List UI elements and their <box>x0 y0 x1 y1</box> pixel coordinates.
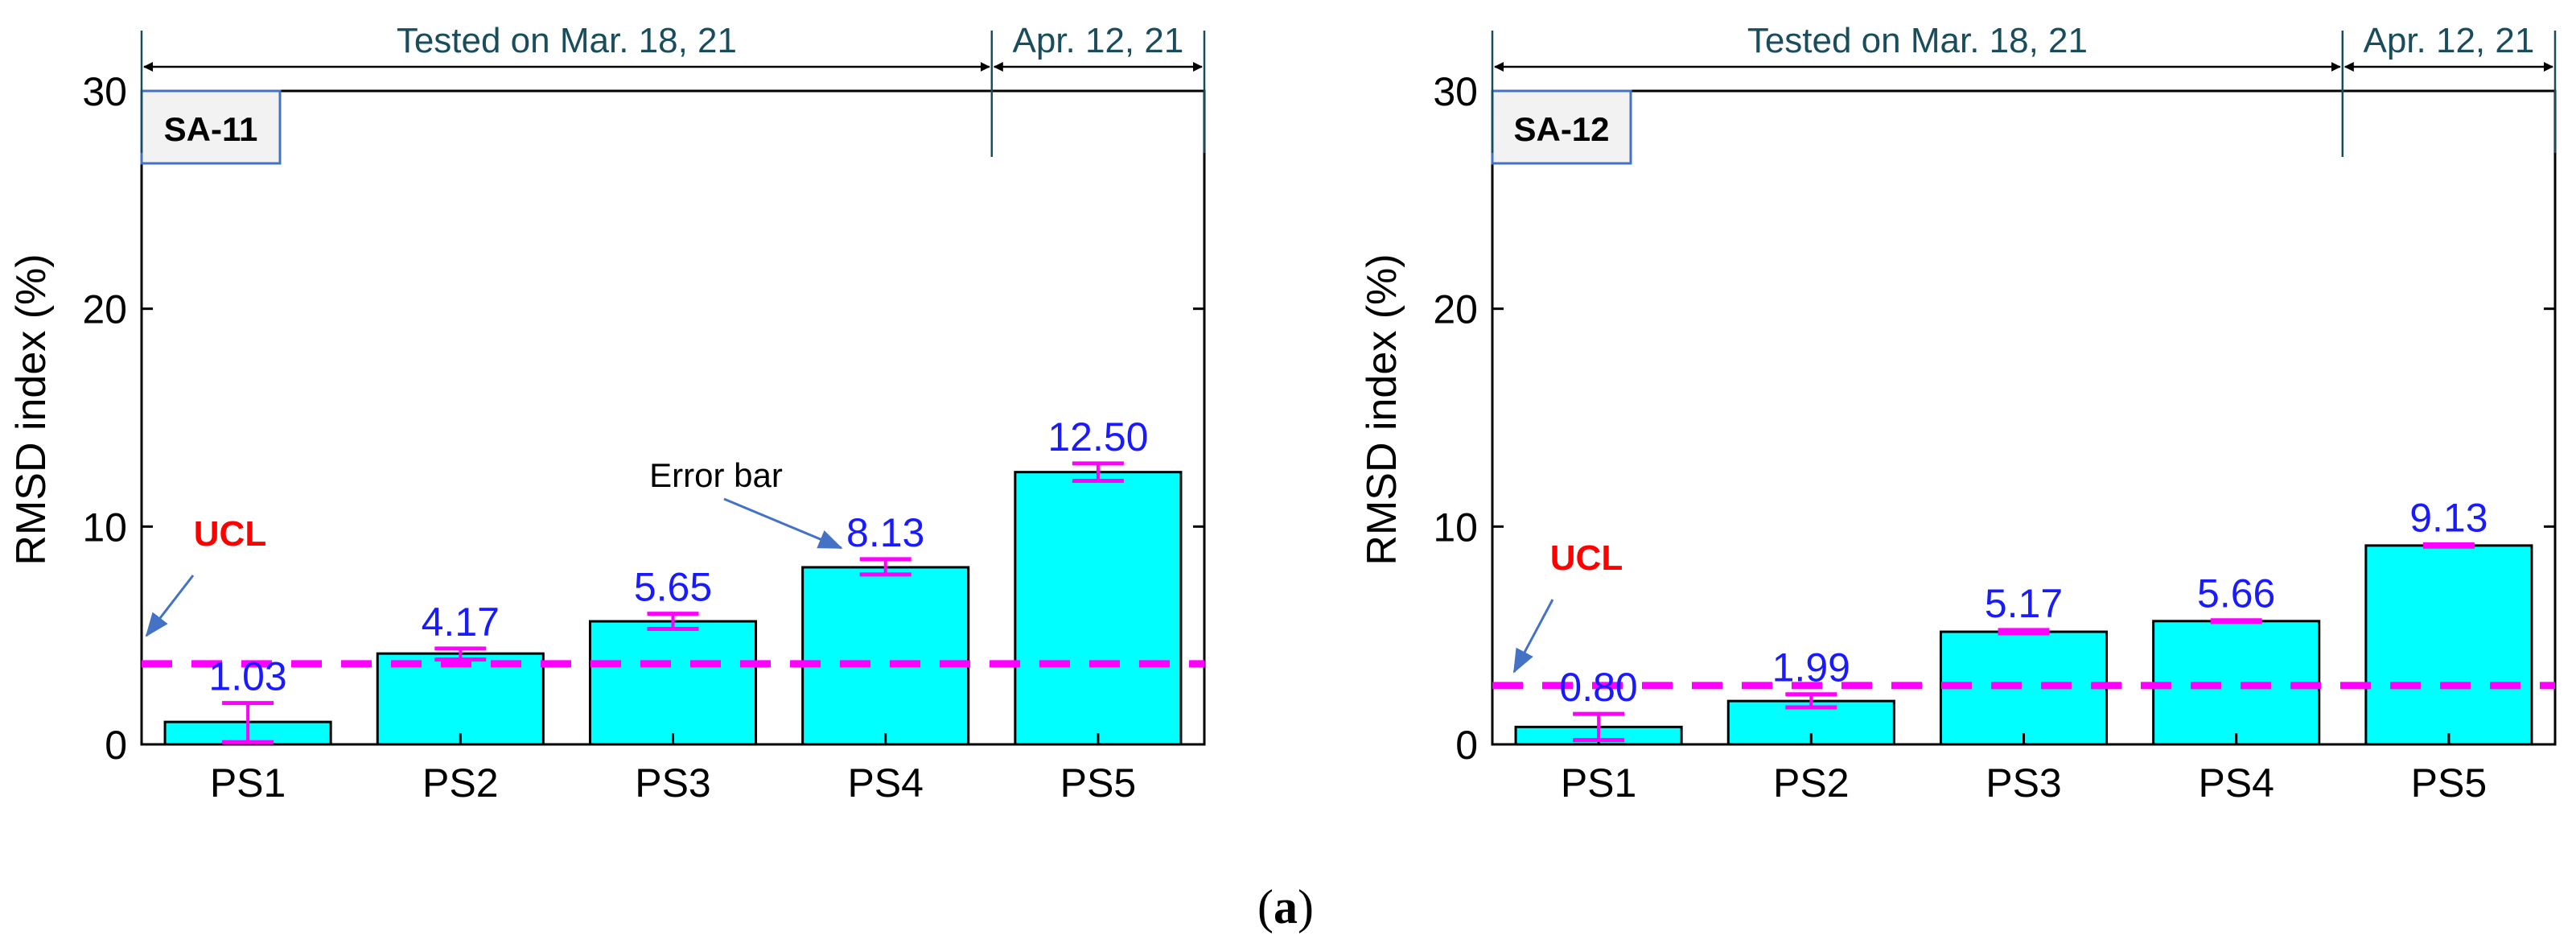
p0-panel-label-box <box>140 89 282 165</box>
p1-y-tick-label: 10 <box>1433 505 1478 550</box>
p0-error-bar-ps5 <box>1072 461 1124 483</box>
p1-period-label-0: Tested on Mar. 18, 21 <box>1747 21 2088 60</box>
p1-x-tick-label: PS4 <box>2198 760 2274 806</box>
p1-value-label-ps3: 5.17 <box>1985 581 2063 626</box>
p1-value-label-ps2: 1.99 <box>1772 645 1850 690</box>
p1-value-label-ps4: 5.66 <box>2197 571 2275 616</box>
p0-error-bar-annotation-arrow <box>723 497 843 550</box>
p0-value-label-ps2: 4.17 <box>422 600 500 645</box>
p1-error-bar-ps1 <box>1573 711 1625 743</box>
p0-x-tick-label: PS2 <box>422 760 499 806</box>
p0-x-tick-label: PS3 <box>635 760 711 806</box>
p0-value-label-ps4: 8.13 <box>846 510 924 555</box>
p1-period-label-1: Apr. 12, 21 <box>2363 21 2534 60</box>
p1-x-tick-label: PS1 <box>1561 760 1637 806</box>
p0-value-label-ps3: 5.65 <box>634 565 712 610</box>
p1-x-tick-label: PS2 <box>1773 760 1850 806</box>
p0-error-bar-ps1 <box>222 701 274 744</box>
p0-bar-ps4 <box>801 566 970 746</box>
p1-panel-label-box <box>1491 89 1632 165</box>
p0-y-tick-label: 20 <box>82 287 127 332</box>
p1-y-tick-label: 0 <box>1455 723 1478 768</box>
p0-panel-label-text: SA-11 <box>164 110 258 148</box>
p0-period-label-0: Tested on Mar. 18, 21 <box>397 21 737 60</box>
p0-panel-label: SA-11 <box>140 89 282 165</box>
caption-letter: a <box>1274 880 1298 933</box>
p0-period-label-1: Apr. 12, 21 <box>1012 21 1183 60</box>
p0-x-tick-label: PS5 <box>1060 760 1137 806</box>
p0-y-axis-label: RMSD index (%) <box>8 253 55 565</box>
p1-y-tick-label: 30 <box>1433 69 1478 114</box>
p0-error-bar-ps4 <box>859 557 911 577</box>
p0-error-bar-ps2 <box>434 646 487 661</box>
p0-value-label-ps1: 1.03 <box>208 654 286 699</box>
p1-panel-label-text: SA-12 <box>1513 110 1609 148</box>
p0-ucl-arrow <box>145 575 195 637</box>
p0-value-label-ps5: 12.50 <box>1047 414 1148 460</box>
figure-caption: (a) <box>1257 880 1314 933</box>
p1-error-bar-ps2 <box>1785 692 1837 710</box>
p1-value-label-ps5: 9.13 <box>2409 496 2488 541</box>
p0-error-bar-annotation: Error bar <box>649 456 783 494</box>
p1-ucl-label: UCL <box>1550 538 1623 578</box>
p0-y-tick-label: 30 <box>82 69 127 114</box>
p1-panel-label: SA-12 <box>1491 89 1632 165</box>
caption-open-paren: ( <box>1257 880 1274 933</box>
p1-x-tick-label: PS3 <box>1985 760 2062 806</box>
p1-error-bar-ps5 <box>2422 542 2475 549</box>
p0-bar-ps3 <box>588 620 758 746</box>
p1-error-bar-ps3 <box>1998 628 2050 636</box>
p1-y-tick-label: 20 <box>1433 287 1478 332</box>
chart-panel-sa11: 0 10 20 30 RMSD index (%) PS1 PS2 PS3 PS4 PS5 1.03… <box>8 21 1206 806</box>
p0-x-tick-label: PS4 <box>847 760 924 806</box>
p1-ucl-arrow <box>1512 599 1554 674</box>
p1-x-tick-label: PS5 <box>2411 760 2488 806</box>
p0-ucl-label: UCL <box>194 514 266 554</box>
p0-x-tick-label: PS1 <box>210 760 286 806</box>
p1-value-label-ps1: 0.80 <box>1559 665 1637 710</box>
p1-bar-ps5 <box>2364 544 2533 746</box>
p1-y-axis-label: RMSD index (%) <box>1359 253 1405 565</box>
p0-error-bar-ps3 <box>647 612 699 632</box>
p0-y-tick-label: 10 <box>82 505 127 550</box>
p1-error-bar-ps4 <box>2210 618 2262 624</box>
caption-close-paren: ) <box>1298 880 1314 933</box>
chart-panel-sa12: 0 10 20 30 RMSD index (%) PS1 PS2 PS3 PS4 PS5 0.80… <box>1359 21 2557 806</box>
p0-bar-ps5 <box>1014 471 1183 746</box>
p0-y-tick-label: 0 <box>105 723 127 768</box>
